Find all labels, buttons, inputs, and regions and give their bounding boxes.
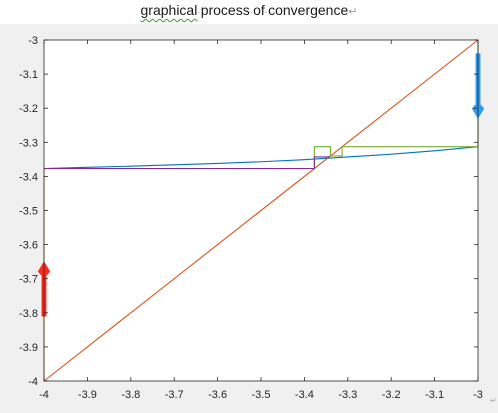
x-tick-label: -3.2 [382, 389, 401, 401]
x-tick-label: -3.7 [165, 389, 184, 401]
x-tick-label: -3.5 [252, 389, 271, 401]
y-tick-label: -3.2 [19, 103, 38, 115]
y-tick-label: -3.1 [19, 69, 38, 81]
y-tick-label: -3.6 [19, 240, 38, 252]
y-tick-label: -3.4 [19, 171, 38, 183]
x-tick-label: -3 [473, 389, 483, 401]
x-tick-labels: -4 -3.9 -3.8 -3.7 -3.6 -3.5 -3.4 -3.3 -3.2 -3.1 -3 [39, 389, 483, 401]
y-tick-label: -3.9 [19, 342, 38, 354]
x-tick-label: -3.4 [295, 389, 314, 401]
title-word-convergence: convergence [268, 2, 349, 18]
tick-layer [43, 39, 479, 382]
y-tick-labels: -3 -3.1 -3.2 -3.3 -3.4 -3.5 -3.6 -3.7 -3.8 -3.9 -4 [19, 35, 38, 388]
paragraph-return-icon: ↵ [348, 6, 358, 18]
title-word-graphical: graphical [140, 2, 198, 18]
x-tick-label: -3.3 [338, 389, 357, 401]
title-word-of: of [253, 2, 265, 18]
x-tick-label: -4 [39, 389, 49, 401]
x-tick-label: -3.9 [78, 389, 97, 401]
x-tick-label: -3.6 [208, 389, 227, 401]
y-tick-label: -3 [28, 35, 38, 47]
title-space-marker: · [249, 7, 254, 18]
corner-return-icon: ↵ [490, 396, 497, 405]
page-title: graphical·process·of·convergence↵ [0, 2, 498, 18]
y-tick-label: -3.7 [19, 274, 38, 286]
title-word-process: process [200, 2, 250, 18]
diagonal-line [43, 39, 479, 382]
title-space-marker: · [264, 7, 269, 18]
y-tick-label: -3.5 [19, 206, 38, 218]
cobweb-right-line [313, 40, 479, 169]
cobweb-left-line [44, 155, 330, 170]
x-tick-label: -3.1 [425, 389, 444, 401]
y-tick-label: -3.3 [19, 137, 38, 149]
iteration-curve [43, 146, 479, 170]
title-space-marker: · [197, 7, 201, 18]
x-tick-label: -3.8 [121, 389, 140, 401]
y-tick-label: -3.8 [19, 308, 38, 320]
y-tick-label: -4 [28, 376, 38, 388]
